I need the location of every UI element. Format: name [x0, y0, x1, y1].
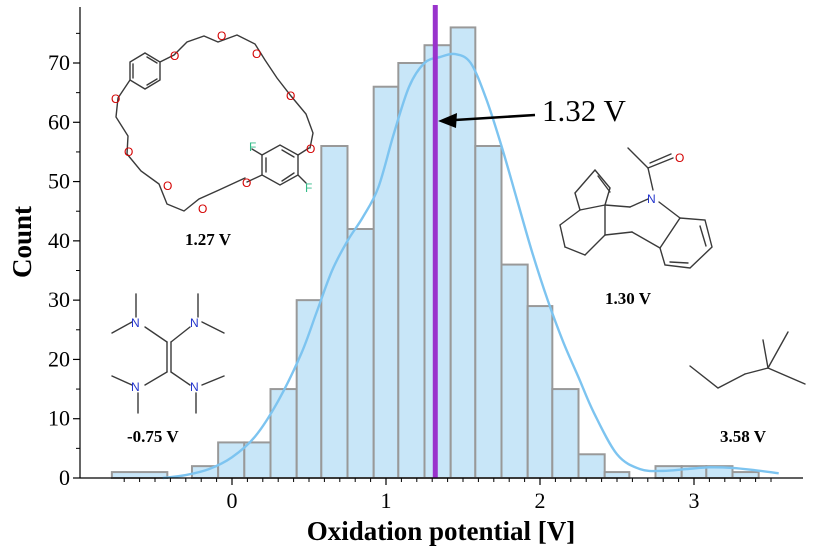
histogram-bar	[110, 471, 169, 480]
svg-text:O: O	[286, 89, 295, 103]
molecule-label-crown: 1.27 V	[185, 230, 232, 249]
histogram-bar	[577, 453, 606, 479]
tdae-molecule: N N N N -0.75 V	[111, 293, 225, 446]
annotation-arrow-icon	[454, 113, 536, 122]
y-tick-label: 40	[48, 228, 70, 253]
histogram-bar	[346, 228, 375, 479]
svg-text:O: O	[217, 29, 226, 43]
svg-text:O: O	[111, 92, 120, 106]
histogram-bar	[500, 263, 529, 480]
x-tick-label: 1	[381, 488, 392, 513]
svg-text:F: F	[305, 181, 312, 195]
histogram-bar	[397, 62, 426, 479]
x-axis-title: Oxidation potential [V]	[307, 516, 576, 546]
x-tick-label: 0	[227, 488, 238, 513]
y-tick-label: 70	[48, 50, 70, 75]
mean-annotation-label: 1.32 V	[542, 93, 626, 128]
svg-text:N: N	[647, 192, 656, 206]
y-tick-label: 60	[48, 109, 70, 134]
dimethylbutane-molecule: 3.58 V	[689, 331, 806, 446]
svg-text:N: N	[131, 380, 140, 394]
svg-text:O: O	[124, 145, 133, 159]
x-tick-label: 2	[535, 488, 546, 513]
svg-text:O: O	[252, 47, 261, 61]
svg-text:O: O	[242, 176, 251, 190]
svg-text:N: N	[190, 316, 199, 330]
y-axis-title: Count	[7, 206, 37, 278]
arrow-head-icon	[438, 113, 457, 128]
histogram-bar	[243, 441, 272, 479]
histogram-bar	[731, 471, 760, 480]
mean-annotation: 1.32 V	[438, 93, 626, 128]
histogram-bar	[295, 299, 323, 479]
svg-text:O: O	[675, 151, 684, 165]
y-ticks: 0 10 20 30 40 50 60 70	[48, 32, 80, 490]
x-ticks: 0 1 2 3	[123, 478, 772, 513]
y-tick-label: 0	[59, 465, 70, 490]
svg-text:F: F	[249, 140, 256, 154]
svg-text:O: O	[306, 142, 315, 156]
histogram-bar	[551, 388, 580, 480]
molecule-label-dimethylbutane: 3.58 V	[720, 427, 767, 446]
kde-curve	[162, 52, 779, 480]
molecule-label-indoline: 1.30 V	[605, 289, 652, 308]
y-tick-label: 50	[48, 169, 70, 194]
crown-ether-molecule: O O O O O O O O O O F F 1.27 V	[111, 29, 315, 249]
svg-text:O: O	[198, 202, 207, 216]
svg-text:N: N	[131, 316, 140, 330]
histogram-bars	[110, 26, 760, 480]
histogram-bar	[217, 441, 246, 479]
svg-text:O: O	[170, 49, 179, 63]
y-tick-label: 20	[48, 346, 70, 371]
histogram-bar	[449, 26, 477, 480]
histogram-bar	[372, 85, 400, 479]
histogram-bar	[526, 305, 554, 480]
histogram-bar	[320, 145, 349, 479]
histogram-bar	[269, 388, 298, 480]
molecule-label-tdae: -0.75 V	[127, 427, 179, 446]
histogram-bar	[603, 471, 631, 480]
x-tick-label: 3	[689, 488, 700, 513]
indoline-molecule: N O 1.30 V	[559, 147, 713, 308]
svg-text:O: O	[163, 179, 172, 193]
y-tick-label: 30	[48, 287, 70, 312]
svg-text:N: N	[190, 380, 199, 394]
histogram-bar	[474, 145, 503, 479]
y-tick-label: 10	[48, 406, 70, 431]
